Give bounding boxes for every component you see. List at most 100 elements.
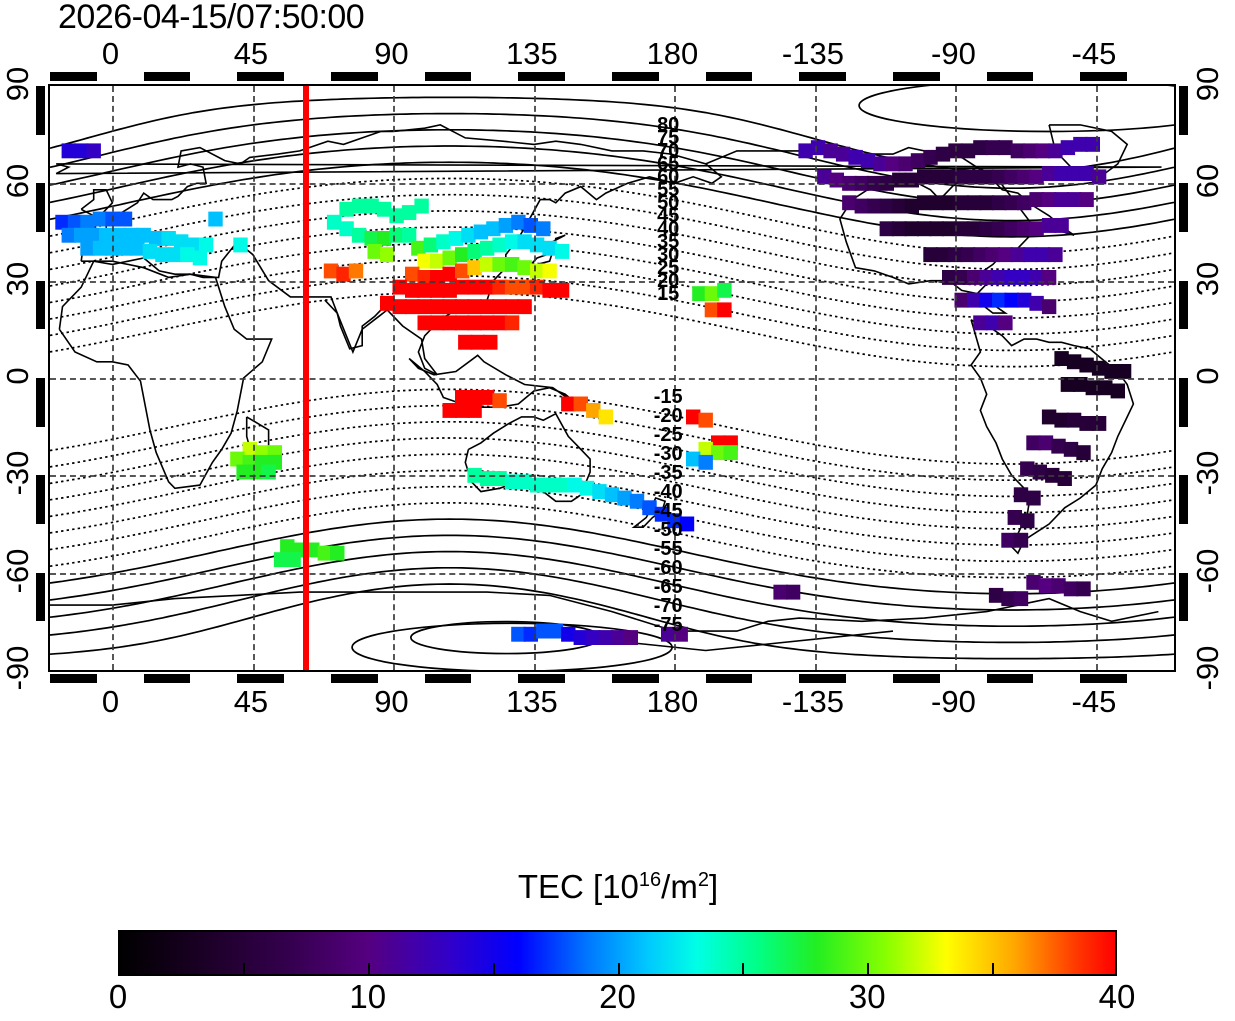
axis-tick-segment bbox=[1179, 378, 1188, 427]
colorbar-title: TEC [1016/m2] bbox=[517, 868, 719, 905]
axis-bar-left bbox=[36, 84, 45, 672]
colorbar-tick bbox=[367, 963, 370, 974]
axis-tick-segment bbox=[518, 674, 566, 683]
colorbar-tick bbox=[992, 963, 995, 974]
maglat-contour-label: -20 bbox=[653, 405, 683, 428]
maglat-contour-label: -30 bbox=[653, 443, 683, 466]
axis-tick-segment bbox=[705, 674, 753, 683]
y-tick-label: 60 bbox=[0, 164, 35, 199]
maglat-contour-label: 30 bbox=[657, 243, 680, 266]
colorbar-tick bbox=[492, 963, 495, 974]
colorbar-tick-label: 10 bbox=[349, 978, 387, 1015]
axis-tick-segment bbox=[705, 72, 753, 81]
y-tick-label: 30 bbox=[0, 261, 35, 296]
y-tick-label: 60 bbox=[1190, 164, 1225, 199]
maglat-contour-label: -55 bbox=[653, 537, 683, 560]
axis-tick-segment bbox=[36, 475, 45, 524]
y-tick-label: -60 bbox=[1190, 548, 1225, 594]
grid-line-parallel bbox=[50, 572, 1174, 575]
maglat-contour-label: 50 bbox=[657, 191, 680, 214]
colorbar-tick-label: 0 bbox=[108, 978, 128, 1015]
axis-tick-segment bbox=[612, 72, 659, 81]
maglat-contour-label: -25 bbox=[653, 424, 683, 447]
axis-tick-segment bbox=[799, 72, 847, 81]
x-tick-label: 135 bbox=[506, 36, 558, 71]
axis-tick-segment bbox=[1179, 183, 1188, 232]
y-tick-label: 30 bbox=[1190, 261, 1225, 296]
colorbar-tick-label: 30 bbox=[848, 978, 886, 1015]
x-tick-label: 0 bbox=[101, 684, 120, 719]
axis-tick-segment bbox=[143, 72, 191, 81]
axis-tick-segment bbox=[986, 72, 1034, 81]
axis-tick-segment bbox=[143, 674, 191, 683]
maglat-contour-label: 20 bbox=[657, 269, 680, 292]
axis-tick-segment bbox=[986, 674, 1034, 683]
axis-tick-segment bbox=[331, 674, 378, 683]
maglat-contour-label: 15 bbox=[657, 282, 680, 305]
axis-tick-segment bbox=[50, 72, 97, 81]
y-tick-label: 90 bbox=[1190, 66, 1225, 102]
x-tick-label: 0 bbox=[101, 36, 120, 71]
axis-tick-segment bbox=[424, 72, 472, 81]
axis-tick-segment bbox=[518, 72, 566, 81]
tec-heatmap-cells bbox=[55, 136, 1132, 645]
maglat-contour-label: 40 bbox=[657, 217, 680, 240]
axis-bar-top bbox=[48, 72, 1176, 81]
y-tick-label: -90 bbox=[1190, 645, 1225, 691]
axis-bar-right bbox=[1179, 84, 1188, 672]
maglat-contour-label: -65 bbox=[653, 575, 683, 598]
axis-tick-segment bbox=[1179, 280, 1188, 330]
axis-tick-segment bbox=[424, 674, 472, 683]
colorbar-tick bbox=[867, 963, 870, 974]
x-tick-label: 45 bbox=[233, 36, 269, 71]
y-tick-label: 0 bbox=[1190, 367, 1225, 385]
axis-tick-segment bbox=[50, 674, 97, 683]
x-tick-label: 90 bbox=[374, 36, 409, 71]
axis-bar-bottom bbox=[48, 674, 1176, 683]
axis-tick-segment bbox=[893, 72, 940, 81]
y-tick-label: -30 bbox=[1190, 450, 1225, 496]
x-tick-label: 45 bbox=[233, 684, 269, 719]
maglat-contour-label: -45 bbox=[653, 500, 683, 523]
maglat-contour-label: 35 bbox=[657, 230, 680, 253]
map-plot-area[interactable]: 80 75 70 65 60 55 50 45 40 35 30 25 20 15 -15 -20 -25 -30… bbox=[48, 84, 1176, 672]
axis-tick-segment bbox=[612, 674, 659, 683]
maglat-contour-label: -40 bbox=[653, 481, 683, 504]
maglat-contour-label: -15 bbox=[653, 386, 683, 409]
grid-line-parallel bbox=[50, 183, 1174, 186]
y-tick-label: -30 bbox=[0, 450, 35, 496]
y-tick-label: -60 bbox=[0, 548, 35, 594]
terminator-line bbox=[303, 86, 310, 670]
grid-line-parallel bbox=[50, 280, 1174, 283]
axis-tick-segment bbox=[893, 674, 940, 683]
x-tick-label: -90 bbox=[931, 684, 976, 719]
axis-tick-segment bbox=[799, 674, 847, 683]
axis-tick-segment bbox=[1179, 572, 1188, 622]
page-title: 2026-04-15/07:50:00 bbox=[58, 0, 365, 36]
colorbar-tick bbox=[742, 963, 745, 974]
maglat-contour-label: 55 bbox=[657, 178, 680, 201]
x-tick-label: -135 bbox=[781, 684, 844, 719]
colorbar-tick-label: 20 bbox=[599, 978, 636, 1015]
x-tick-label: 135 bbox=[506, 684, 558, 719]
axis-tick-segment bbox=[1179, 86, 1188, 135]
axis-tick-segment bbox=[1080, 72, 1128, 81]
x-tick-label: -135 bbox=[781, 36, 844, 71]
y-tick-label: 0 bbox=[0, 367, 35, 385]
colorbar-tick bbox=[617, 963, 620, 974]
axis-tick-segment bbox=[1179, 475, 1188, 524]
axis-tick-segment bbox=[36, 378, 45, 427]
x-tick-label: -90 bbox=[931, 36, 976, 71]
maglat-contour-label: -70 bbox=[653, 594, 683, 617]
axis-tick-segment bbox=[237, 72, 285, 81]
maglat-contour-label: 75 bbox=[657, 126, 680, 149]
axis-tick-segment bbox=[1080, 674, 1128, 683]
x-tick-label: 180 bbox=[646, 684, 699, 719]
axis-tick-segment bbox=[237, 674, 285, 683]
maglat-contour-label: 65 bbox=[657, 152, 680, 175]
x-tick-label: 180 bbox=[646, 36, 699, 71]
colorbar-tick bbox=[242, 963, 245, 974]
maglat-contour-label: -75 bbox=[653, 613, 683, 636]
maglat-contour-label: 45 bbox=[657, 204, 680, 227]
x-tick-label: -45 bbox=[1071, 36, 1117, 71]
